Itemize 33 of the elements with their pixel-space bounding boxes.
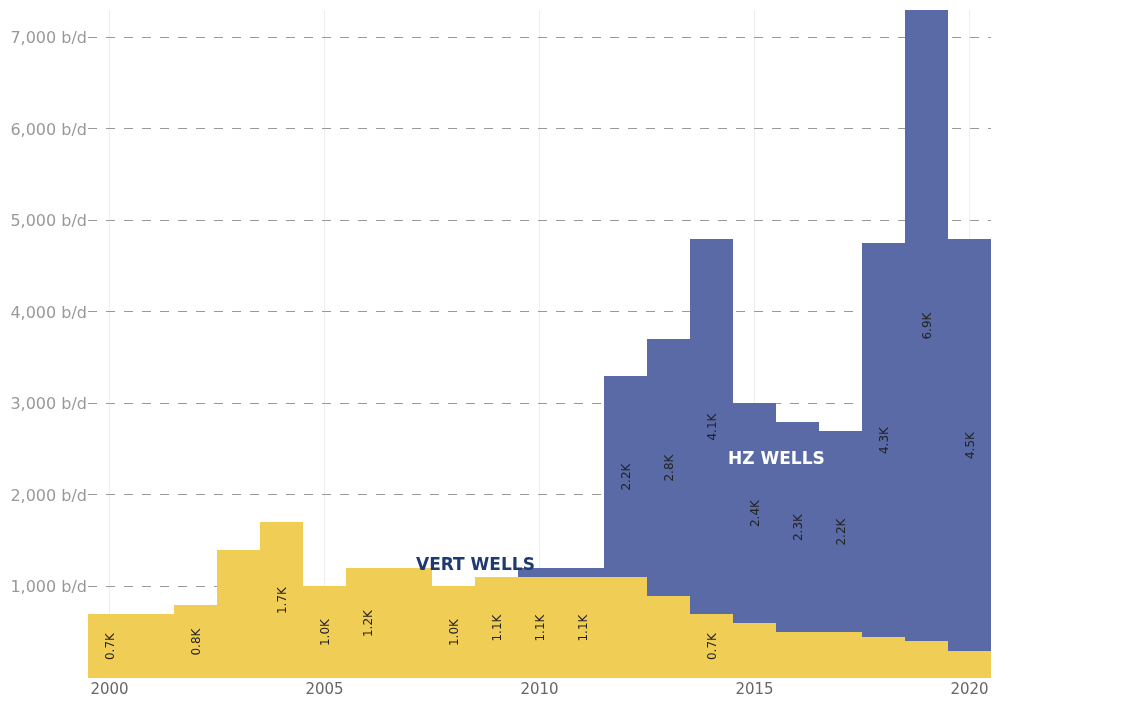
data-label: 2.8K (661, 453, 676, 482)
x-tick-label: 2000 (90, 680, 129, 698)
data-label: 4.5K (962, 430, 977, 460)
y-tick-label: 1,000 b/d (10, 577, 87, 597)
x-tick-label: 2020 (950, 680, 989, 698)
data-label: 1.0K (446, 617, 461, 647)
series-label: VERT WELLS (416, 554, 535, 574)
data-label: 2.2K (618, 462, 633, 491)
y-tick-label: 4,000 b/d (10, 302, 87, 322)
y-tick-label: 7,000 b/d (10, 28, 87, 48)
y-tick-label: 6,000 b/d (10, 119, 87, 139)
data-label: 1.1K (575, 613, 590, 642)
y-tick-label: 3,000 b/d (10, 394, 87, 414)
data-label: 2.3K (790, 512, 805, 542)
x-tick-label: 2005 (305, 680, 344, 698)
series-label: HZ WELLS (728, 448, 825, 468)
data-label: 1.0K (317, 617, 332, 647)
y-tick-label: 5,000 b/d (10, 211, 87, 231)
data-label: 0.7K (704, 631, 719, 661)
data-label: 2.4K (747, 498, 762, 528)
data-label: 1.1K (532, 613, 547, 642)
data-label: 1.2K (360, 608, 375, 638)
data-label: 4.1K (704, 412, 719, 441)
x-tick-label: 2010 (520, 680, 559, 698)
data-label: 4.3K (876, 425, 891, 455)
data-label: 1.1K (489, 613, 504, 642)
y-tick-label: 2,000 b/d (10, 485, 87, 505)
data-label: 0.8K (188, 627, 203, 656)
x-tick-label: 2015 (735, 680, 774, 698)
data-label: 1.7K (274, 585, 289, 615)
data-label: 6.9K (919, 311, 934, 340)
data-label: 0.7K (102, 631, 117, 661)
data-label: 2.2K (833, 517, 848, 546)
